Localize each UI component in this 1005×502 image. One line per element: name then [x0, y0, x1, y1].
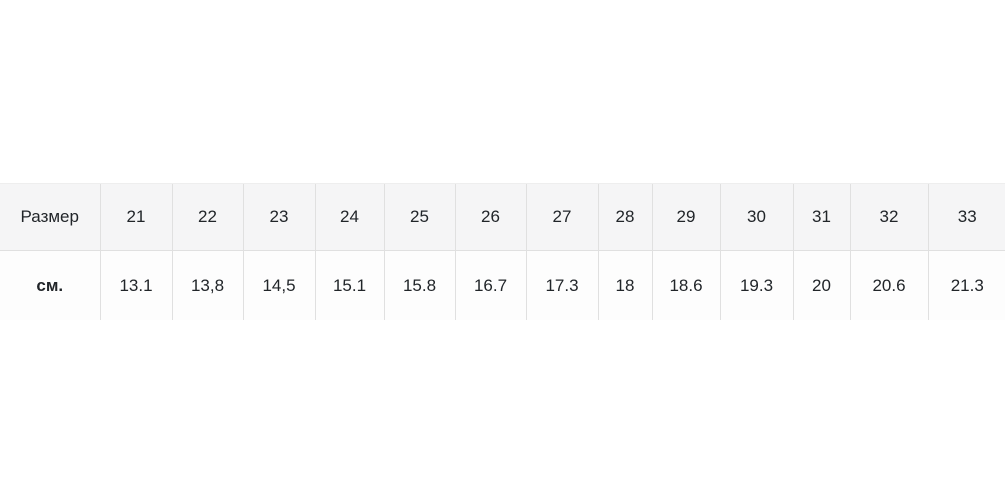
cm-cell: 15.1	[314, 250, 384, 320]
cm-cell: 18	[597, 250, 652, 320]
size-cell: 33	[927, 183, 1005, 251]
size-cell: 23	[242, 183, 315, 251]
cm-cell: 13,8	[171, 250, 243, 320]
size-header-row: Размер 21 22 23 24 25 26 27 28 29 30 31 …	[0, 183, 1005, 251]
size-cell: 22	[171, 183, 243, 251]
size-cell: 32	[849, 183, 928, 251]
cm-cell: 13.1	[99, 250, 172, 320]
size-table: Размер 21 22 23 24 25 26 27 28 29 30 31 …	[0, 183, 1005, 320]
size-cell: 30	[719, 183, 793, 251]
cm-cell: 20.6	[849, 250, 928, 320]
cm-cell: 18.6	[651, 250, 720, 320]
cm-cell: 17.3	[525, 250, 598, 320]
cm-cell: 20	[792, 250, 850, 320]
cm-cell: 21.3	[927, 250, 1005, 320]
size-cell: 27	[525, 183, 598, 251]
size-cell: 29	[651, 183, 720, 251]
size-cell: 25	[383, 183, 455, 251]
size-row-label: Размер	[0, 183, 100, 251]
size-cell: 31	[792, 183, 850, 251]
cm-cell: 15.8	[383, 250, 455, 320]
size-cell: 28	[597, 183, 652, 251]
size-cell: 26	[454, 183, 526, 251]
size-cell: 21	[99, 183, 172, 251]
size-cell: 24	[314, 183, 384, 251]
cm-cell: 14,5	[242, 250, 315, 320]
cm-values-row: см. 13.1 13,8 14,5 15.1 15.8 16.7 17.3 1…	[0, 250, 1005, 320]
cm-cell: 19.3	[719, 250, 793, 320]
size-table-container: Размер 21 22 23 24 25 26 27 28 29 30 31 …	[0, 183, 1005, 320]
cm-row-label: см.	[0, 250, 100, 320]
cm-cell: 16.7	[454, 250, 526, 320]
